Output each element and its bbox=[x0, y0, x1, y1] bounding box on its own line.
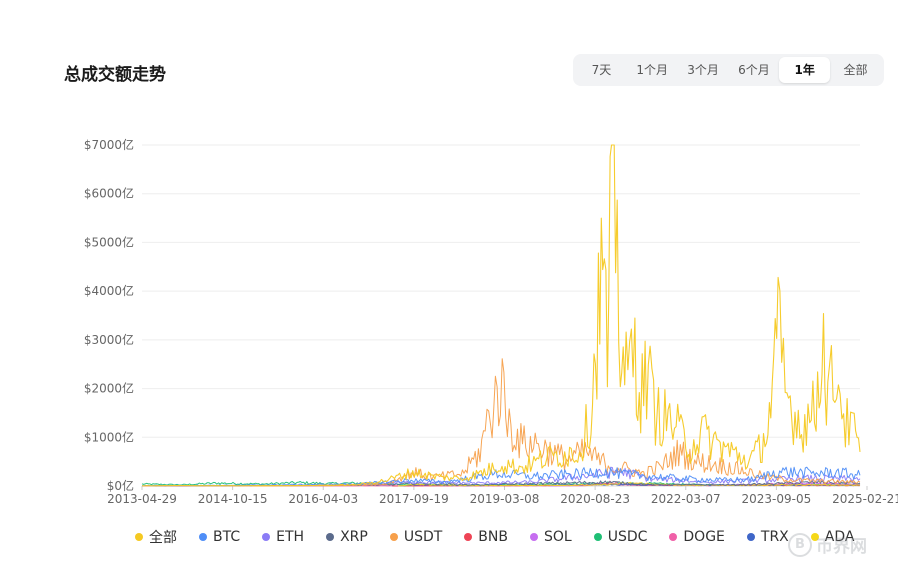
y-tick-label: $7000亿 bbox=[84, 137, 134, 152]
range-btn-1y[interactable]: 1年 bbox=[779, 57, 831, 83]
legend-label: TRX bbox=[760, 529, 789, 545]
legend-item-DOGE[interactable]: DOGE bbox=[669, 529, 725, 545]
legend-label: DOGE bbox=[683, 529, 725, 545]
legend-item-TRX[interactable]: TRX bbox=[746, 529, 789, 545]
range-btn-all[interactable]: 全部 bbox=[843, 63, 868, 77]
legend-label: ETH bbox=[276, 529, 305, 545]
y-tick-label: $3000亿 bbox=[84, 332, 134, 347]
legend-item-全部[interactable]: 全部 bbox=[135, 527, 177, 547]
y-tick-label: $1000亿 bbox=[84, 429, 134, 444]
legend-dot-icon bbox=[746, 533, 755, 541]
legend-item-BNB[interactable]: BNB bbox=[464, 529, 508, 545]
time-range-selector: 7天 1个月 3个月 6个月 1年 全部 bbox=[573, 54, 884, 86]
chart-title: 总成交额走势 bbox=[64, 65, 166, 85]
legend-label: ADA bbox=[824, 529, 855, 545]
watermark-text: 币界网 bbox=[816, 537, 867, 557]
watermark-coin-icon: B bbox=[788, 532, 812, 557]
y-tick-label: $5000亿 bbox=[84, 234, 134, 249]
y-tick-label: $6000亿 bbox=[84, 186, 134, 201]
y-tick-label: $0亿 bbox=[107, 478, 134, 493]
legend-dot-icon bbox=[464, 533, 473, 541]
legend-item-USDT[interactable]: USDT bbox=[389, 529, 443, 545]
watermark-logo: B 币界网 bbox=[788, 532, 867, 557]
legend-dot-icon bbox=[529, 533, 538, 541]
legend-item-ADA[interactable]: ADA bbox=[810, 529, 855, 545]
legend-item-SOL[interactable]: SOL bbox=[529, 529, 572, 545]
legend-dot-icon bbox=[669, 533, 678, 541]
x-tick-label: 2022-03-07 bbox=[651, 492, 721, 506]
x-tick-label: 2016-04-03 bbox=[288, 492, 358, 506]
legend-label: BTC bbox=[213, 529, 241, 545]
legend-label: BNB bbox=[478, 529, 508, 545]
legend-dot-icon bbox=[199, 533, 207, 541]
legend-dot-icon bbox=[593, 533, 602, 541]
x-tick-label: 2019-03-08 bbox=[470, 492, 540, 506]
volume-line-chart: $0亿 $1000亿 $2000亿 $3000亿 $4000亿 $5000亿 $6000亿 $… bbox=[84, 137, 898, 506]
legend-label: SOL bbox=[543, 529, 572, 545]
x-tick-label: 2013-04-29 bbox=[107, 492, 177, 506]
legend-dot-icon bbox=[262, 533, 271, 541]
legend-item-XRP[interactable]: XRP bbox=[326, 529, 368, 545]
legend-item-BTC[interactable]: BTC bbox=[199, 529, 240, 545]
x-tick-label: 2014-10-15 bbox=[198, 492, 268, 506]
legend-label: USDC bbox=[607, 529, 648, 545]
y-tick-label: $2000亿 bbox=[84, 381, 134, 396]
x-tick-label: 2023-09-05 bbox=[742, 492, 812, 506]
x-tick-label: 2017-09-19 bbox=[379, 492, 449, 506]
series-line-全部 bbox=[142, 144, 861, 487]
range-btn-6m[interactable]: 6个月 bbox=[738, 63, 770, 77]
y-tick-label: $4000亿 bbox=[84, 283, 134, 298]
legend-label: XRP bbox=[340, 529, 368, 545]
x-tick-label: 2020-08-23 bbox=[560, 492, 630, 506]
range-btn-1m[interactable]: 1个月 bbox=[636, 63, 669, 77]
range-btn-3m[interactable]: 3个月 bbox=[687, 63, 719, 77]
range-btn-7d[interactable]: 7天 bbox=[591, 63, 612, 77]
legend-label: 全部 bbox=[149, 530, 177, 546]
chart-legend: 全部 BTC ETH XRP USDT BNB SOL USDC DOGE TRX ADA bbox=[135, 527, 876, 547]
legend-dot-icon bbox=[326, 533, 335, 541]
legend-dot-icon bbox=[810, 533, 819, 541]
legend-label: USDT bbox=[403, 529, 443, 545]
legend-dot-icon bbox=[135, 533, 143, 541]
legend-item-ETH[interactable]: ETH bbox=[262, 529, 304, 545]
x-tick-label: 2025-02-21 bbox=[832, 492, 898, 506]
legend-dot-icon bbox=[389, 533, 398, 541]
legend-item-USDC[interactable]: USDC bbox=[593, 529, 648, 545]
